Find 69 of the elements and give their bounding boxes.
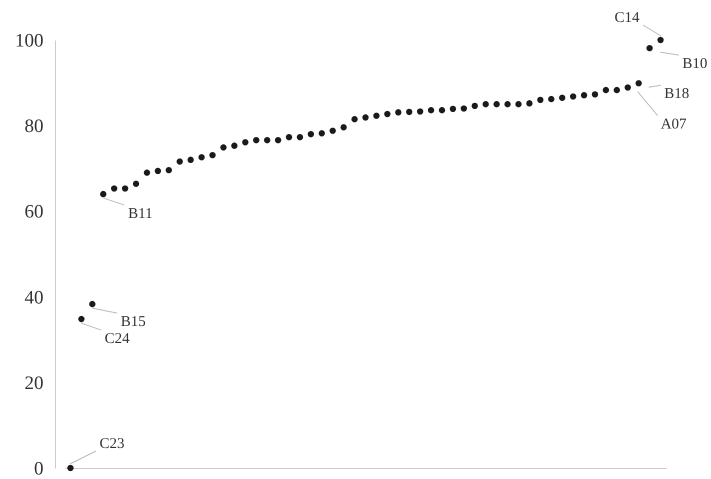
y-tick-label: 40 [24,287,44,308]
data-label: B10 [682,56,708,72]
point [351,116,358,122]
point [438,107,446,114]
y-tick-label: 20 [24,372,44,394]
point [570,93,576,100]
y-tick-label: 0 [34,458,44,479]
point [286,134,292,140]
data-label: B15 [120,314,146,330]
y-tick-label: 100 [15,30,44,52]
data-label: C14 [614,10,640,26]
point [657,36,664,44]
y-tick-label: 80 [24,116,44,138]
point [592,91,598,98]
point [89,300,96,308]
point [253,136,260,144]
point [242,139,248,146]
point [144,170,150,176]
point [100,190,106,198]
point [122,185,128,192]
y-tick-label: 60 [24,202,44,223]
point [646,44,653,52]
point [176,158,183,165]
point [482,101,489,108]
data-label: A07 [660,116,688,133]
point [384,110,391,118]
point [209,152,216,158]
point [340,124,347,130]
point [330,128,336,134]
point [493,101,500,108]
point [220,144,227,151]
point [428,107,434,114]
point [264,136,270,144]
point [166,166,172,174]
point [515,101,522,108]
point [537,96,544,104]
point [636,80,642,86]
point [318,130,325,136]
point [296,134,304,140]
point [111,185,118,192]
point [231,142,238,149]
data-label: C23 [99,436,125,452]
data-label: B18 [664,86,690,102]
point [624,84,631,91]
point [450,106,456,112]
point [406,108,412,116]
point [154,168,162,174]
data-label: C24 [104,331,130,348]
point [362,114,369,121]
point [526,100,533,106]
point [67,464,74,472]
point [602,86,610,94]
point [460,105,468,112]
data-label: B11 [128,206,153,222]
point [373,112,380,119]
point [308,131,314,138]
point [274,136,282,144]
point [548,96,554,102]
point [198,154,205,160]
point [580,92,588,98]
point [504,101,511,108]
point [132,180,140,187]
point [416,108,424,115]
point [78,316,85,322]
point [188,156,194,163]
point [472,102,478,110]
point [614,86,620,94]
point [395,109,402,116]
point [559,94,566,101]
